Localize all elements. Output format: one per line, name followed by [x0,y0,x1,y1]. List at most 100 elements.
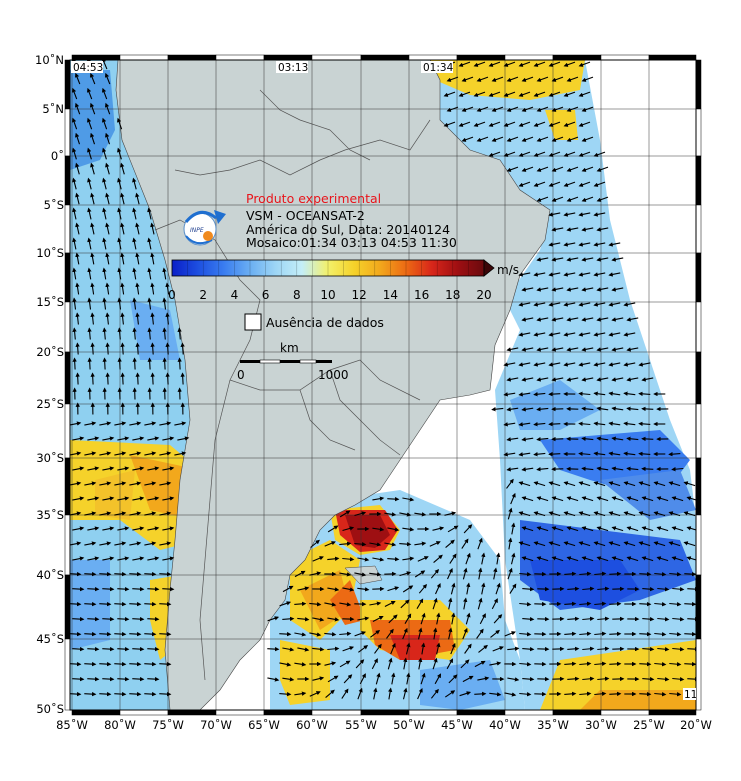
wind-vector [623,362,636,367]
lat-label: 35˚S [36,507,64,522]
wind-vector [593,242,606,247]
wind-vector [476,106,489,112]
wind-vector [70,421,82,426]
wind-vector [506,136,519,142]
wind-vector [448,674,458,684]
wind-vector [114,601,127,607]
wind-vector [120,162,125,175]
wind-vector [147,237,152,250]
wind-vector [105,132,111,145]
wind-vector [147,466,160,471]
wind-vector [120,282,125,295]
wind-vector [147,207,152,220]
wind-vector [447,525,459,533]
colorbar-tick-label: 4 [231,288,239,302]
wind-vector [593,302,606,307]
wind-vector [581,466,594,471]
wind-vector [84,421,97,426]
wind-vector [132,526,145,531]
wind-vector [639,631,652,637]
lat-label: 0˚ [51,148,64,163]
wind-vector [473,121,486,127]
wind-vector [101,60,108,70]
wind-vector [566,227,579,232]
colorbar-tick-label: 16 [414,288,429,302]
wind-vector [521,287,534,292]
wind-vector [639,571,652,577]
wind-vector [84,571,97,577]
wind-vector [341,688,349,699]
wind-vector [521,76,534,82]
wind-vector [518,452,531,457]
wind-vector [626,556,639,562]
wind-vector [99,481,112,486]
wind-vector [683,481,696,487]
wind-vector [578,451,591,456]
colorbar-tick-label: 8 [293,288,301,302]
wind-vector [102,177,107,190]
wind-vector [312,617,325,622]
wind-vector [641,406,654,412]
wind-vector [626,347,639,352]
wind-vector [684,571,696,577]
wind-vector [653,511,666,517]
wind-vector [503,392,516,397]
wind-vector [474,691,487,697]
wind-vector [402,556,415,561]
wind-vector [623,481,636,487]
wind-vector [533,181,546,187]
wind-vector [324,661,337,666]
wind-vector [518,121,531,127]
map-frame [64,54,702,716]
wind-vector [87,327,92,340]
wind-vector [354,511,367,517]
wind-vector [267,677,280,682]
wind-vector [99,451,112,456]
wind-vector [387,687,393,700]
wind-vector [623,541,636,547]
wind-vector [443,91,456,97]
wind-vector [267,616,280,622]
wind-vector [87,466,100,471]
wind-vector [581,436,594,441]
wind-vector [114,571,127,577]
wind-vector [563,121,576,127]
wind-vector [343,674,353,684]
wind-vector [578,272,591,277]
wind-vector [686,556,696,561]
wind-vector [639,601,652,607]
wind-vector [578,242,591,247]
wind-vector [611,317,624,322]
wind-vector [309,632,322,637]
wind-vector [147,327,152,340]
wind-vector [476,136,489,142]
wind-vector [414,512,427,517]
wind-vector [491,106,504,112]
wind-vector [105,252,110,265]
wind-vector [70,601,82,607]
lon-label: 75˚W [152,717,184,732]
wind-vector [518,332,531,337]
lon-label: 65˚W [248,717,280,732]
wind-vector [72,586,85,592]
wind-vector [90,252,95,265]
wind-vector [399,571,412,577]
wind-vector [548,212,561,217]
wind-vector [551,317,564,322]
wind-vector [114,541,127,546]
wind-vector [611,556,624,562]
wind-vector [566,76,579,82]
wind-vector [536,317,549,322]
wind-vector [608,391,621,396]
wind-vector [608,541,621,547]
scale-bar: km 0 1000 [237,341,349,382]
colorbar-tick-label: 6 [262,288,270,302]
wind-vector [507,507,513,520]
wind-vector [672,677,685,682]
wind-vector [596,556,609,562]
wind-vector [463,524,473,534]
wind-vector [102,436,115,441]
wind-vector [72,646,85,652]
wind-vector [400,599,410,609]
wind-vector [567,616,580,622]
